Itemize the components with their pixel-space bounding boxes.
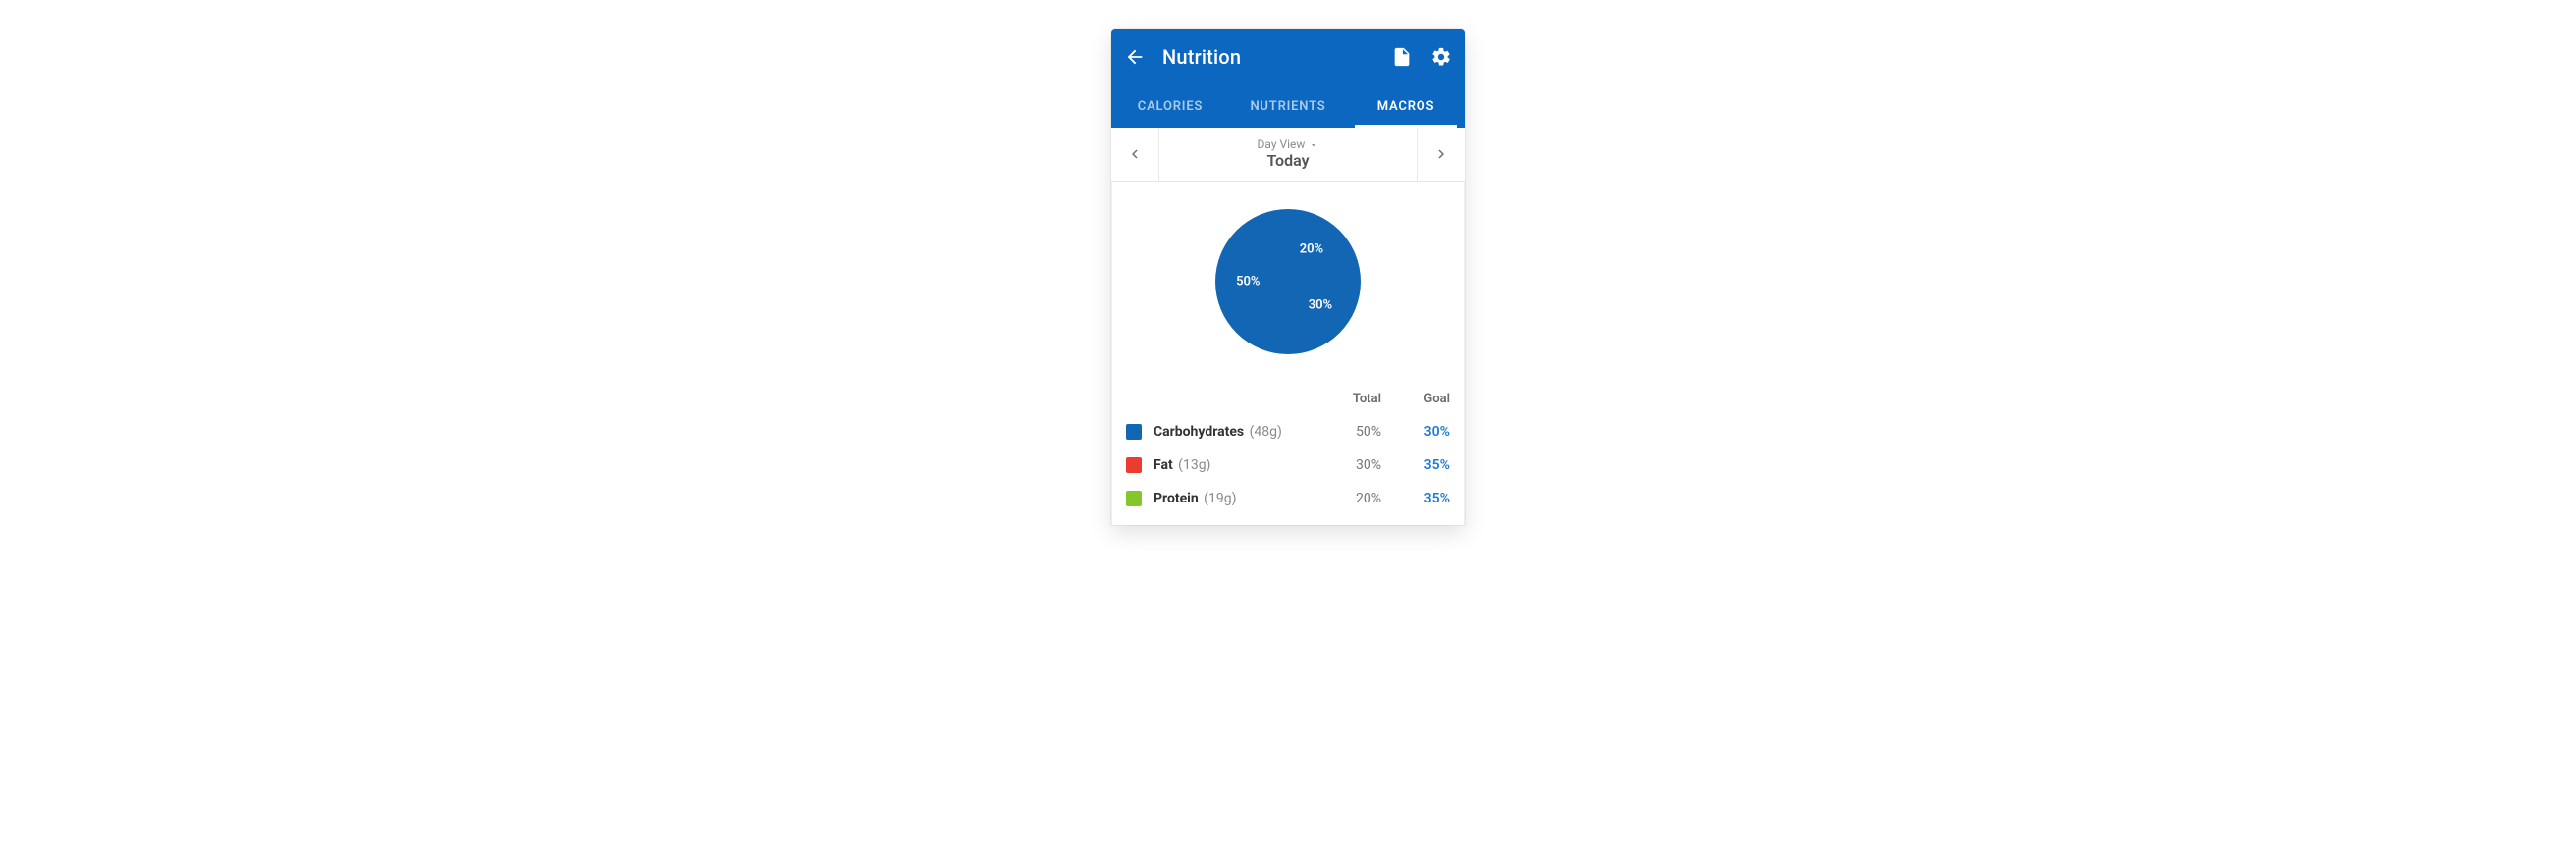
app-header: Nutrition CALORIESNUTRIENTSMACROS (1111, 29, 1465, 128)
day-navigator: Day View Today (1111, 128, 1465, 182)
col-goal: Goal (1391, 392, 1450, 406)
next-day-button[interactable] (1417, 128, 1465, 181)
tab-macros[interactable]: MACROS (1347, 84, 1465, 128)
nutrition-screen: Nutrition CALORIESNUTRIENTSMACROS Day Vi… (1111, 29, 1465, 525)
macro-name: Protein (19g) (1154, 491, 1313, 506)
prev-day-button[interactable] (1111, 128, 1159, 181)
color-swatch (1126, 457, 1142, 473)
table-row: Carbohydrates (48g) 50% 30% (1126, 415, 1450, 449)
color-swatch (1126, 424, 1142, 440)
macro-goal[interactable]: 30% (1391, 424, 1450, 440)
macro-total: 20% (1322, 491, 1381, 506)
table-header-row: Total Goal (1126, 382, 1450, 415)
pie-slice-label: 20% (1300, 242, 1323, 257)
page-title: Nutrition (1162, 45, 1374, 69)
current-day-label: Today (1266, 152, 1309, 170)
macro-total: 50% (1322, 424, 1381, 440)
gear-icon[interactable] (1429, 45, 1453, 69)
back-arrow-icon[interactable] (1123, 45, 1147, 69)
tab-calories[interactable]: CALORIES (1111, 84, 1229, 128)
tabs: CALORIESNUTRIENTSMACROS (1111, 84, 1465, 128)
macro-name: Fat (13g) (1154, 457, 1313, 473)
col-total: Total (1322, 392, 1381, 406)
header-top: Nutrition (1111, 29, 1465, 84)
macro-total: 30% (1322, 457, 1381, 473)
pie-slice-label: 50% (1236, 275, 1260, 290)
macro-goal[interactable]: 35% (1391, 457, 1450, 473)
macros-pie-chart: 50% 20% 30% (1111, 182, 1465, 378)
pie-slice-label: 30% (1309, 297, 1332, 312)
chevron-down-icon (1309, 140, 1318, 150)
color-swatch (1126, 491, 1142, 506)
pie-graphic: 50% 20% 30% (1215, 209, 1361, 354)
tab-nutrients[interactable]: NUTRIENTS (1229, 84, 1347, 128)
macro-goal[interactable]: 35% (1391, 491, 1450, 506)
document-icon[interactable] (1390, 45, 1414, 69)
macros-table: Total Goal Carbohydrates (48g)50%30%Fat … (1111, 378, 1465, 525)
day-view-text: Day View (1258, 138, 1306, 152)
table-row: Fat (13g) 30% 35% (1126, 449, 1450, 482)
macro-name: Carbohydrates (48g) (1154, 424, 1313, 440)
day-selector[interactable]: Day View Today (1159, 128, 1417, 181)
day-view-label: Day View (1258, 138, 1319, 152)
table-row: Protein (19g) 20% 35% (1126, 482, 1450, 515)
